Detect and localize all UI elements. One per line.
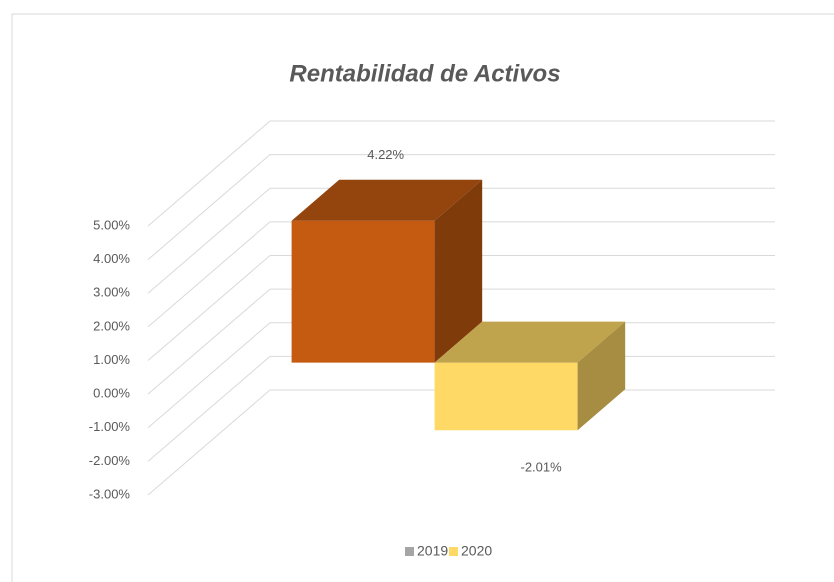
bar-top bbox=[434, 321, 626, 363]
y-tick-label: 1.00% bbox=[93, 352, 130, 367]
y-tick-label: 4.00% bbox=[93, 251, 130, 266]
legend-swatch bbox=[449, 547, 458, 556]
y-tick-label: 3.00% bbox=[93, 285, 130, 300]
legend-label: 2020 bbox=[461, 543, 492, 559]
grid-line bbox=[147, 255, 271, 361]
y-tick-label: 0.00% bbox=[93, 386, 130, 401]
data-label: 4.22% bbox=[367, 147, 404, 162]
grid-line bbox=[147, 389, 271, 496]
bar-side bbox=[434, 179, 483, 363]
grid-line bbox=[147, 322, 271, 429]
bar-front bbox=[291, 220, 435, 363]
bar-front bbox=[434, 362, 578, 431]
y-tick-label: -3.00% bbox=[89, 486, 131, 501]
grid-line bbox=[147, 154, 271, 261]
grid-line bbox=[147, 221, 271, 328]
grid-line bbox=[147, 355, 271, 462]
legend-label: 2019 bbox=[417, 543, 448, 559]
y-tick-label: -1.00% bbox=[89, 419, 131, 434]
y-tick-label: 2.00% bbox=[93, 318, 130, 333]
y-tick-label: -2.00% bbox=[89, 453, 131, 468]
grid-line bbox=[147, 187, 271, 294]
y-tick-label: 5.00% bbox=[93, 217, 130, 232]
data-label: -2.01% bbox=[520, 460, 562, 475]
grid-line bbox=[147, 288, 271, 395]
bar-side bbox=[577, 321, 626, 431]
grid-line bbox=[147, 120, 271, 227]
legend-swatch bbox=[405, 547, 414, 556]
chart-title: Rentabilidad de Activos bbox=[289, 60, 560, 87]
bar-top bbox=[291, 179, 483, 221]
